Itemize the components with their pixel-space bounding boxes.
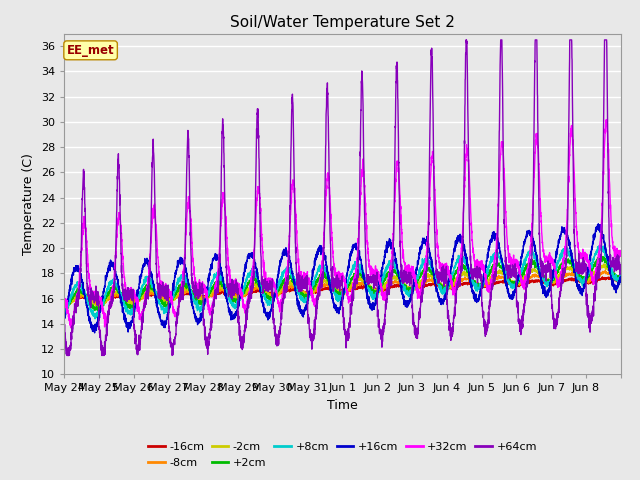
-16cm xyxy=(60,298,68,303)
+2cm xyxy=(431,273,439,278)
+8cm xyxy=(420,259,428,264)
-8cm xyxy=(602,267,609,273)
-2cm xyxy=(156,294,164,300)
+32cm xyxy=(496,158,504,164)
+8cm xyxy=(156,302,164,308)
-8cm xyxy=(156,294,164,300)
-16cm xyxy=(472,282,479,288)
+8cm xyxy=(91,316,99,322)
+32cm xyxy=(472,260,479,266)
-8cm xyxy=(60,301,68,307)
+8cm xyxy=(496,256,504,262)
+16cm xyxy=(496,251,504,256)
+16cm xyxy=(60,315,68,321)
+8cm xyxy=(431,276,439,282)
Line: +16cm: +16cm xyxy=(64,224,621,333)
+32cm xyxy=(67,325,74,331)
+2cm xyxy=(597,253,605,259)
-16cm xyxy=(431,284,439,289)
+16cm xyxy=(420,238,428,243)
Line: -8cm: -8cm xyxy=(64,270,621,306)
+16cm xyxy=(91,330,99,336)
+2cm xyxy=(488,267,496,273)
+8cm xyxy=(60,312,68,318)
+32cm xyxy=(617,253,625,259)
+16cm xyxy=(156,314,164,320)
+64cm xyxy=(63,353,71,359)
+8cm xyxy=(596,242,604,248)
-16cm xyxy=(496,279,504,285)
Line: -16cm: -16cm xyxy=(64,277,621,303)
+32cm xyxy=(488,277,496,283)
-8cm xyxy=(496,274,504,280)
+16cm xyxy=(431,279,439,285)
Line: +2cm: +2cm xyxy=(64,256,621,312)
-8cm xyxy=(617,276,625,281)
-16cm xyxy=(156,292,164,298)
+64cm xyxy=(431,251,439,257)
+16cm xyxy=(472,298,479,304)
+2cm xyxy=(60,307,68,313)
+8cm xyxy=(617,272,625,277)
Line: +32cm: +32cm xyxy=(64,120,621,328)
-8cm xyxy=(431,279,439,285)
-2cm xyxy=(60,304,68,310)
+32cm xyxy=(60,296,68,301)
-2cm xyxy=(617,274,625,280)
+8cm xyxy=(488,257,496,263)
Title: Soil/Water Temperature Set 2: Soil/Water Temperature Set 2 xyxy=(230,15,455,30)
+2cm xyxy=(617,276,625,282)
-8cm xyxy=(488,278,496,284)
-16cm xyxy=(617,278,625,284)
+2cm xyxy=(496,263,504,269)
-16cm xyxy=(488,281,496,287)
+32cm xyxy=(602,117,610,122)
-8cm xyxy=(61,303,68,309)
-2cm xyxy=(472,280,479,286)
+32cm xyxy=(156,283,164,289)
-8cm xyxy=(472,279,479,285)
-2cm xyxy=(496,269,504,275)
+16cm xyxy=(488,238,496,244)
+32cm xyxy=(431,204,439,209)
+2cm xyxy=(60,309,68,315)
+64cm xyxy=(156,285,164,291)
Y-axis label: Temperature (C): Temperature (C) xyxy=(22,153,35,255)
-2cm xyxy=(431,276,439,281)
Line: +8cm: +8cm xyxy=(64,245,621,319)
+64cm xyxy=(617,264,625,270)
-2cm xyxy=(61,307,68,312)
+64cm xyxy=(472,275,479,281)
+32cm xyxy=(420,269,428,275)
-16cm xyxy=(64,300,72,306)
+8cm xyxy=(472,286,479,292)
-2cm xyxy=(600,261,607,267)
Line: -2cm: -2cm xyxy=(64,264,621,310)
-16cm xyxy=(598,274,606,280)
+2cm xyxy=(156,295,164,301)
-2cm xyxy=(488,274,496,280)
-8cm xyxy=(420,280,428,286)
+2cm xyxy=(420,266,428,272)
+64cm xyxy=(463,37,470,43)
X-axis label: Time: Time xyxy=(327,399,358,412)
-16cm xyxy=(420,283,428,288)
Text: EE_met: EE_met xyxy=(67,44,115,57)
Legend: -16cm, -8cm, -2cm, +2cm, +8cm, +16cm, +32cm, +64cm: -16cm, -8cm, -2cm, +2cm, +8cm, +16cm, +3… xyxy=(143,438,541,472)
+16cm xyxy=(595,221,602,227)
+64cm xyxy=(497,55,504,60)
-2cm xyxy=(420,276,428,282)
+64cm xyxy=(60,323,68,329)
+64cm xyxy=(420,277,428,283)
+2cm xyxy=(472,281,479,287)
+16cm xyxy=(617,274,625,279)
+64cm xyxy=(488,286,496,291)
Line: +64cm: +64cm xyxy=(64,40,621,356)
